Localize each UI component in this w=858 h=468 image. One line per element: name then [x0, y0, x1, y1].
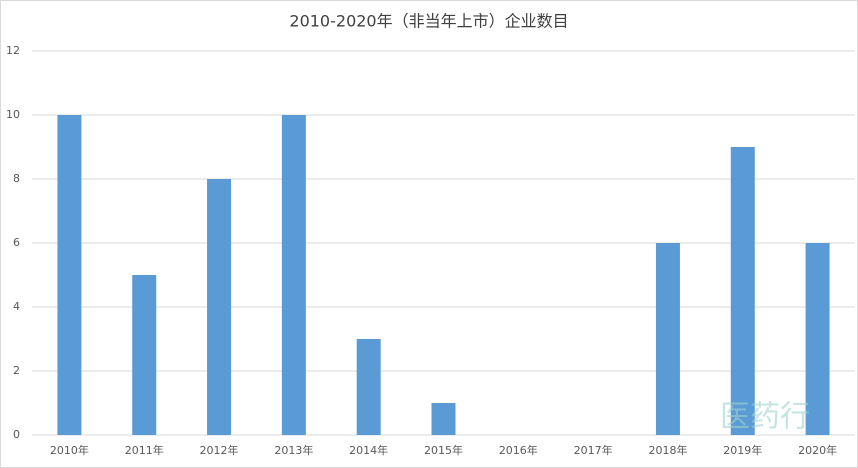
chart-title: 2010-2020年（非当年上市）企业数目 — [289, 12, 568, 31]
x-tick-label: 2018年 — [648, 443, 687, 457]
x-tick-label: 2019年 — [723, 443, 762, 457]
bar — [805, 243, 830, 435]
y-tick-label: 8 — [13, 172, 20, 185]
bar — [207, 179, 232, 435]
x-tick-label: 2011年 — [125, 443, 164, 457]
bar — [356, 339, 381, 435]
x-tick-label: 2010年 — [50, 443, 89, 457]
x-tick-label: 2014年 — [349, 443, 388, 457]
y-tick-label: 6 — [13, 236, 20, 249]
x-tick-label: 2017年 — [574, 443, 613, 457]
bar — [431, 403, 456, 435]
y-tick-label: 4 — [13, 300, 20, 313]
bar — [57, 115, 82, 435]
y-tick-label: 12 — [6, 44, 20, 57]
x-tick-label: 2020年 — [798, 443, 837, 457]
x-tick-label: 2016年 — [499, 443, 538, 457]
x-tick-label: 2013年 — [274, 443, 313, 457]
bar — [132, 275, 157, 435]
watermark: 医药行 — [720, 400, 810, 435]
x-tick-label: 2012年 — [200, 443, 239, 457]
y-tick-label: 2 — [13, 364, 20, 377]
bar — [655, 243, 680, 435]
x-tick-label: 2015年 — [424, 443, 463, 457]
y-tick-label: 10 — [6, 108, 20, 121]
bar — [281, 115, 306, 435]
bar — [730, 147, 755, 435]
y-tick-label: 0 — [13, 428, 20, 441]
